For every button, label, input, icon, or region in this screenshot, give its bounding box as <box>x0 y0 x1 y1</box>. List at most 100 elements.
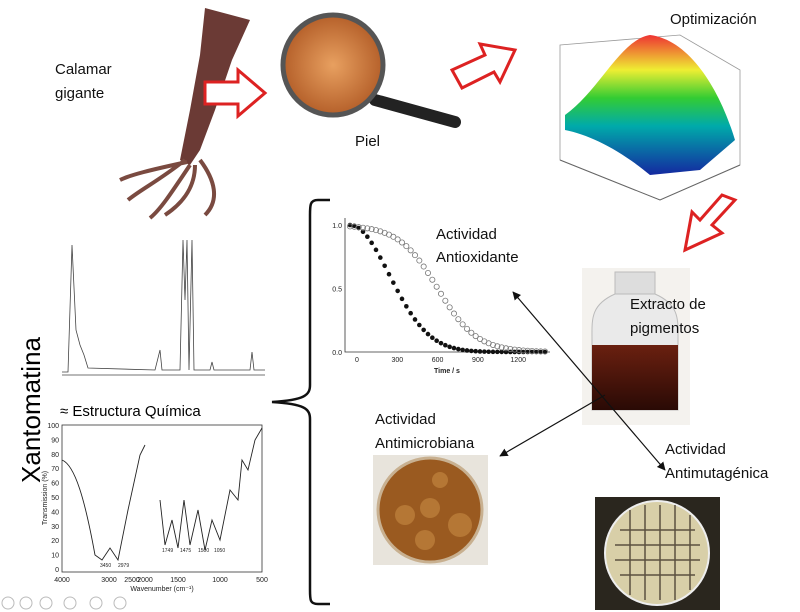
point <box>490 349 496 355</box>
point <box>469 348 474 354</box>
point <box>438 340 444 346</box>
y-tick-label: 80 <box>51 452 59 459</box>
point <box>424 269 431 276</box>
x-tick-label: 1500 <box>170 577 186 584</box>
peak-label: 2979 <box>118 563 129 569</box>
x-tick-label: 2000 <box>137 577 153 584</box>
point <box>378 255 383 260</box>
arrow <box>683 193 738 253</box>
x-tick-label: 3000 <box>101 577 117 584</box>
point <box>390 233 397 240</box>
antioxidant-label: Antioxidante <box>436 249 519 266</box>
point <box>377 228 384 235</box>
peak-label: 1050 <box>214 548 225 554</box>
point <box>468 329 475 336</box>
point <box>437 290 444 297</box>
antimutagenic-label: Antimutagénica <box>665 465 769 482</box>
point <box>429 276 436 283</box>
optimization-title: Optimización <box>670 11 757 28</box>
point <box>359 224 366 231</box>
extract-label: pigmentos <box>630 320 699 337</box>
squid-image <box>119 8 250 220</box>
y-tick-label: 10 <box>51 553 59 560</box>
x-axis-label: Wavenumber (cm⁻¹) <box>130 586 193 593</box>
point <box>365 234 370 240</box>
y-tick-label: 0.5 <box>332 287 342 294</box>
point <box>421 327 426 333</box>
y-tick-label: 0 <box>55 567 59 574</box>
y-tick-label: 0.0 <box>332 350 342 357</box>
point <box>373 247 379 253</box>
point <box>391 280 396 285</box>
point <box>394 236 401 243</box>
point <box>451 345 457 351</box>
y-tick-label: 20 <box>51 538 59 545</box>
point <box>420 263 427 270</box>
point <box>495 349 500 355</box>
point <box>411 252 418 259</box>
y-tick-label: 60 <box>51 481 59 488</box>
point <box>386 271 392 277</box>
point <box>395 288 400 294</box>
point <box>434 338 439 344</box>
point <box>369 240 374 246</box>
point <box>412 317 418 322</box>
point <box>463 325 470 332</box>
point <box>398 239 405 246</box>
petri-dish-image <box>373 455 488 565</box>
point <box>486 349 491 355</box>
point <box>455 316 462 323</box>
x-tick-label: 500 <box>256 577 268 584</box>
y-tick-label: 50 <box>51 495 59 502</box>
x-tick-label: 1000 <box>212 577 228 584</box>
point <box>447 344 452 350</box>
skin-label: Piel <box>355 133 380 150</box>
arrow <box>449 42 518 90</box>
structure-label: ≈ Estructura Química <box>60 403 201 420</box>
petri-dish-image <box>595 497 720 610</box>
squid-label: gigante <box>55 85 104 102</box>
peak-label: 1475 <box>180 548 191 554</box>
surface-plot <box>559 34 741 201</box>
x-tick-label: 300 <box>391 357 403 364</box>
point <box>364 225 371 232</box>
antioxidant-label: Actividad <box>436 226 497 243</box>
x-tick-label: 1200 <box>510 357 526 364</box>
point <box>433 283 440 290</box>
magnifier-image <box>280 12 461 128</box>
y-tick-label: 1.0 <box>332 223 342 230</box>
y-tick-label: 40 <box>51 509 59 516</box>
point <box>446 304 453 311</box>
peak-label: 1749 <box>162 548 173 554</box>
point <box>482 349 487 354</box>
antimutagenic-label: Actividad <box>665 441 726 458</box>
y-tick-label: 30 <box>51 524 59 531</box>
point <box>494 343 501 350</box>
point <box>498 344 505 351</box>
peak-label: 1500 <box>198 548 209 554</box>
point <box>477 349 483 354</box>
toolbar <box>1 596 127 610</box>
point <box>430 335 435 340</box>
point <box>443 342 448 348</box>
point <box>456 346 461 352</box>
x-tick-label: 2500 <box>124 577 140 584</box>
point <box>499 349 504 355</box>
nmr-spectrum <box>62 239 265 376</box>
point <box>360 229 366 235</box>
point <box>450 310 457 317</box>
point <box>368 226 375 233</box>
bottle-image <box>582 268 690 425</box>
y-axis-label: Transmission (%) <box>42 471 49 525</box>
squid-label: Calamar <box>55 61 112 78</box>
x-tick-label: 4000 <box>54 577 70 584</box>
x-tick-label: 900 <box>472 357 484 364</box>
point <box>425 331 431 337</box>
point <box>416 257 423 264</box>
point <box>442 297 449 304</box>
point <box>404 304 409 309</box>
point <box>417 322 422 328</box>
point <box>408 310 413 316</box>
